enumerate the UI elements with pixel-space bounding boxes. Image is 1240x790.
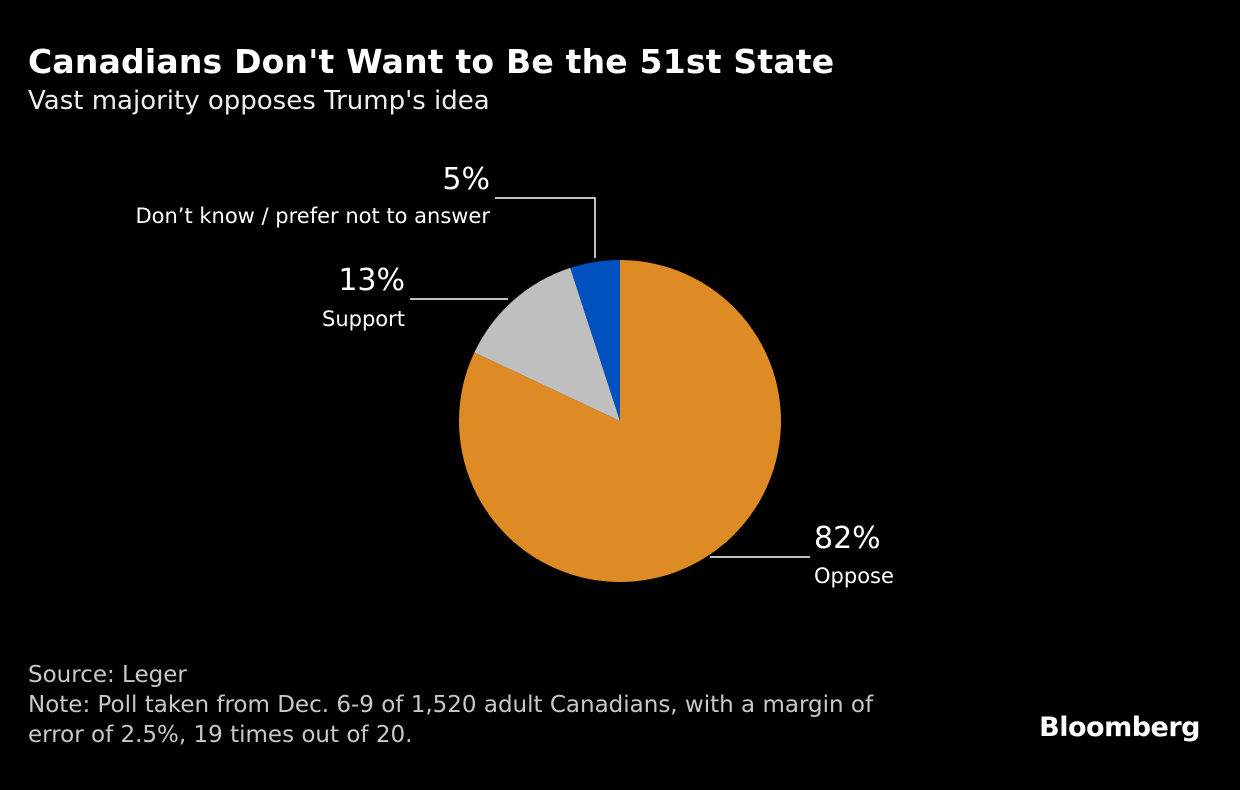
data-label-value: 5% — [442, 162, 490, 197]
data-label-category: Oppose — [814, 564, 894, 588]
bloomberg-logo: Bloomberg — [1039, 712, 1200, 743]
data-label-category: Don’t know / prefer not to answer — [135, 204, 490, 228]
chart-subtitle: Vast majority opposes Trump's idea — [28, 86, 490, 116]
note-line-1: Note: Poll taken from Dec. 6-9 of 1,520 … — [28, 692, 874, 718]
note-line-2: error of 2.5%, 19 times out of 20. — [28, 722, 413, 748]
data-label-value: 13% — [338, 263, 405, 298]
leader-line — [495, 197, 596, 258]
data-label-category: Support — [322, 307, 405, 331]
source-text: Source: Leger — [28, 662, 187, 688]
pie-slice-support — [474, 267, 620, 421]
chart-title: Canadians Don't Want to Be the 51st Stat… — [28, 42, 835, 81]
data-label-value: 82% — [814, 521, 881, 556]
pie-slice-dont — [570, 260, 620, 421]
